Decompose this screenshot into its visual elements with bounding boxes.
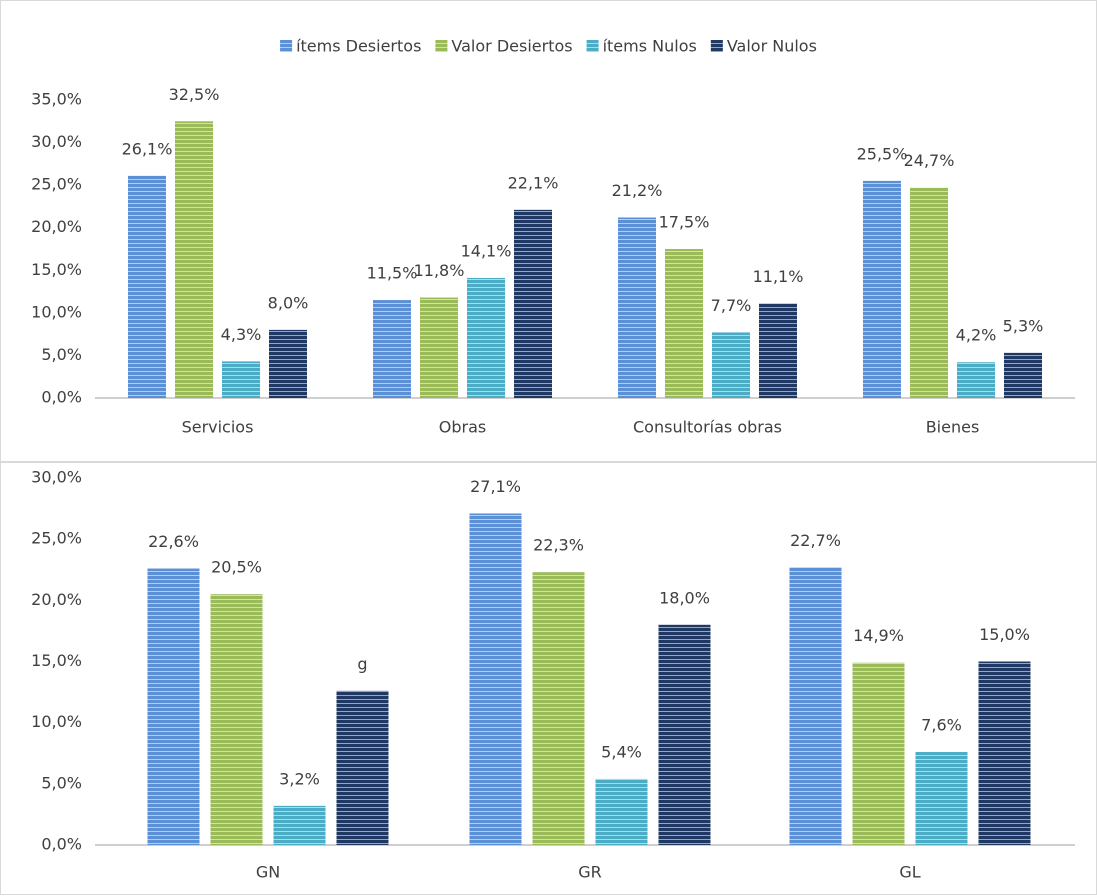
bar: [210, 594, 263, 845]
bar: [863, 180, 901, 398]
x-tick-label: Bienes: [926, 418, 980, 437]
bar: [712, 332, 750, 398]
y-tick-label: 25,0%: [31, 175, 82, 194]
y-tick-label: 20,0%: [31, 590, 82, 609]
data-label: 17,5%: [659, 213, 710, 232]
y-tick-label: 10,0%: [31, 302, 82, 321]
y-tick-label: 5,0%: [41, 345, 82, 364]
data-label: 7,7%: [711, 296, 752, 315]
data-label: 22,7%: [790, 531, 841, 550]
legend: ítems Desiertos Valor Desiertos ítems Nulo…: [280, 37, 817, 56]
y-tick-label: 0,0%: [41, 388, 82, 407]
data-label: 22,1%: [508, 173, 559, 192]
bar: [147, 568, 200, 845]
y-tick-label: 0,0%: [41, 835, 82, 854]
x-tick-label: Obras: [439, 418, 486, 437]
y-tick-label: 20,0%: [31, 217, 82, 236]
bar: [759, 303, 797, 398]
bar: [514, 209, 552, 398]
bar: [910, 187, 948, 398]
legend-swatch: [586, 40, 599, 52]
data-label: 11,5%: [367, 264, 418, 283]
data-label: 5,4%: [601, 742, 642, 761]
bar: [532, 572, 585, 845]
legend-label: ítems Desiertos: [296, 37, 421, 56]
bar: [665, 249, 703, 398]
data-label: 4,3%: [221, 325, 262, 344]
bar: [269, 329, 307, 398]
data-label: 8,0%: [268, 293, 309, 312]
bar: [1004, 352, 1042, 398]
x-tick-label: GN: [256, 863, 280, 882]
data-label: 18,0%: [659, 588, 710, 607]
bar: [789, 567, 842, 845]
bar: [336, 690, 389, 845]
data-label: 5,3%: [1003, 316, 1044, 335]
y-tick-label: 25,0%: [31, 529, 82, 548]
bar: [222, 361, 260, 398]
x-tick-label: Consultorías obras: [633, 418, 782, 437]
bar: [175, 121, 213, 399]
bar: [469, 513, 522, 845]
bar: [467, 277, 505, 398]
data-label: 4,2%: [956, 326, 997, 345]
x-tick-label: Servicios: [182, 418, 254, 437]
bar: [420, 297, 458, 398]
bar: [128, 175, 166, 398]
data-label: 25,5%: [857, 144, 908, 163]
data-label: g: [357, 654, 367, 673]
y-tick-label: 10,0%: [31, 712, 82, 731]
data-label: 21,2%: [612, 181, 663, 200]
bar: [373, 300, 411, 398]
data-label: 26,1%: [122, 139, 173, 158]
data-label: 15,0%: [979, 625, 1030, 644]
x-tick-label: GR: [578, 863, 602, 882]
bar: [618, 217, 656, 398]
data-label: 11,1%: [753, 267, 804, 286]
legend-swatch: [710, 40, 723, 52]
y-tick-label: 5,0%: [41, 773, 82, 792]
y-tick-label: 15,0%: [31, 651, 82, 670]
data-label: 11,8%: [414, 261, 465, 280]
legend-swatch: [435, 40, 448, 52]
data-label: 14,9%: [853, 626, 904, 645]
bar: [978, 661, 1031, 845]
legend-label: ítems Nulos: [603, 37, 697, 56]
bar: [915, 752, 968, 845]
bar: [852, 662, 905, 845]
y-tick-label: 35,0%: [31, 90, 82, 109]
legend-label: Valor Nulos: [727, 37, 817, 56]
bar: [595, 778, 648, 845]
y-tick-label: 30,0%: [31, 132, 82, 151]
data-label: 22,6%: [148, 532, 199, 551]
data-label: 14,1%: [461, 241, 512, 260]
data-label: 27,1%: [470, 477, 521, 496]
legend-swatch: [280, 40, 293, 52]
bar: [957, 362, 995, 398]
data-label: 32,5%: [169, 85, 220, 104]
data-label: 7,6%: [921, 716, 962, 735]
legend-label: Valor Desiertos: [451, 37, 572, 56]
bar: [658, 624, 711, 845]
data-label: 22,3%: [533, 536, 584, 555]
bar: [273, 805, 326, 845]
x-tick-label: GL: [899, 863, 920, 882]
y-tick-label: 30,0%: [31, 468, 82, 487]
data-label: 24,7%: [904, 151, 955, 170]
y-tick-label: 15,0%: [31, 260, 82, 279]
data-label: 3,2%: [279, 769, 320, 788]
data-label: 20,5%: [211, 558, 262, 577]
